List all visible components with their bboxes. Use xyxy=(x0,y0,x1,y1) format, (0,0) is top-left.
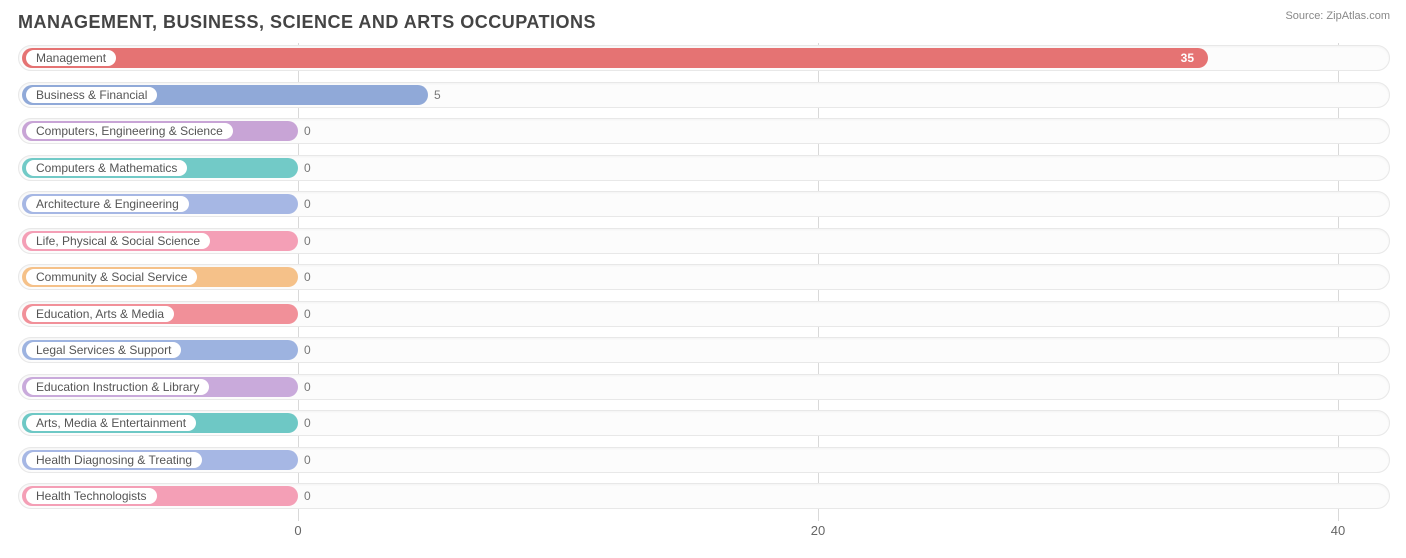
bar-value: 0 xyxy=(298,262,311,292)
plot-area: Management35 Business & Financial 5 Compute… xyxy=(18,43,1390,521)
bar-label: Computers & Mathematics xyxy=(26,160,187,176)
x-axis-tick-label: 0 xyxy=(294,523,301,538)
bar-row: Legal Services & Support 0 xyxy=(18,335,1390,365)
bar-row: Management35 xyxy=(18,43,1390,73)
bar-value: 5 xyxy=(428,80,441,110)
bar-value: 0 xyxy=(298,299,311,329)
x-axis: 0 20 40 xyxy=(18,521,1390,543)
bar-label: Computers, Engineering & Science xyxy=(26,123,233,139)
bar-row: Computers, Engineering & Science 0 xyxy=(18,116,1390,146)
bar-row: Arts, Media & Entertainment 0 xyxy=(18,408,1390,438)
bar-label: Education, Arts & Media xyxy=(26,306,174,322)
source-attribution: Source: ZipAtlas.com xyxy=(1285,10,1390,22)
bar-row: Education Instruction & Library 0 xyxy=(18,372,1390,402)
bar-label: Architecture & Engineering xyxy=(26,196,189,212)
chart-title: MANAGEMENT, BUSINESS, SCIENCE AND ARTS O… xyxy=(12,8,1394,43)
bar-value: 0 xyxy=(298,408,311,438)
bar-value: 35 xyxy=(22,43,1208,73)
chart-container: MANAGEMENT, BUSINESS, SCIENCE AND ARTS O… xyxy=(0,0,1406,558)
bar-label: Legal Services & Support xyxy=(26,342,181,358)
bar-row: Health Technologists 0 xyxy=(18,481,1390,511)
bar-row: Community & Social Service 0 xyxy=(18,262,1390,292)
bar-value: 0 xyxy=(298,481,311,511)
bar-label: Health Diagnosing & Treating xyxy=(26,452,202,468)
bar-row: Education, Arts & Media 0 xyxy=(18,299,1390,329)
bar-row: Health Diagnosing & Treating 0 xyxy=(18,445,1390,475)
bar-value: 0 xyxy=(298,189,311,219)
bar-label: Education Instruction & Library xyxy=(26,379,209,395)
bar-row: Business & Financial 5 xyxy=(18,80,1390,110)
bar-value: 0 xyxy=(298,153,311,183)
bar-label: Arts, Media & Entertainment xyxy=(26,415,196,431)
bar-row: Life, Physical & Social Science 0 xyxy=(18,226,1390,256)
bar-label: Community & Social Service xyxy=(26,269,197,285)
x-axis-tick-label: 20 xyxy=(811,523,825,538)
bar-row: Architecture & Engineering 0 xyxy=(18,189,1390,219)
bar-value: 0 xyxy=(298,226,311,256)
bar-label: Life, Physical & Social Science xyxy=(26,233,210,249)
bar-label: Health Technologists xyxy=(26,488,157,504)
bar-label: Business & Financial xyxy=(26,87,157,103)
bar-row: Computers & Mathematics 0 xyxy=(18,153,1390,183)
bar-value: 0 xyxy=(298,372,311,402)
bar-value: 0 xyxy=(298,445,311,475)
bar-value: 0 xyxy=(298,116,311,146)
x-axis-tick-label: 40 xyxy=(1331,523,1345,538)
bar-value: 0 xyxy=(298,335,311,365)
